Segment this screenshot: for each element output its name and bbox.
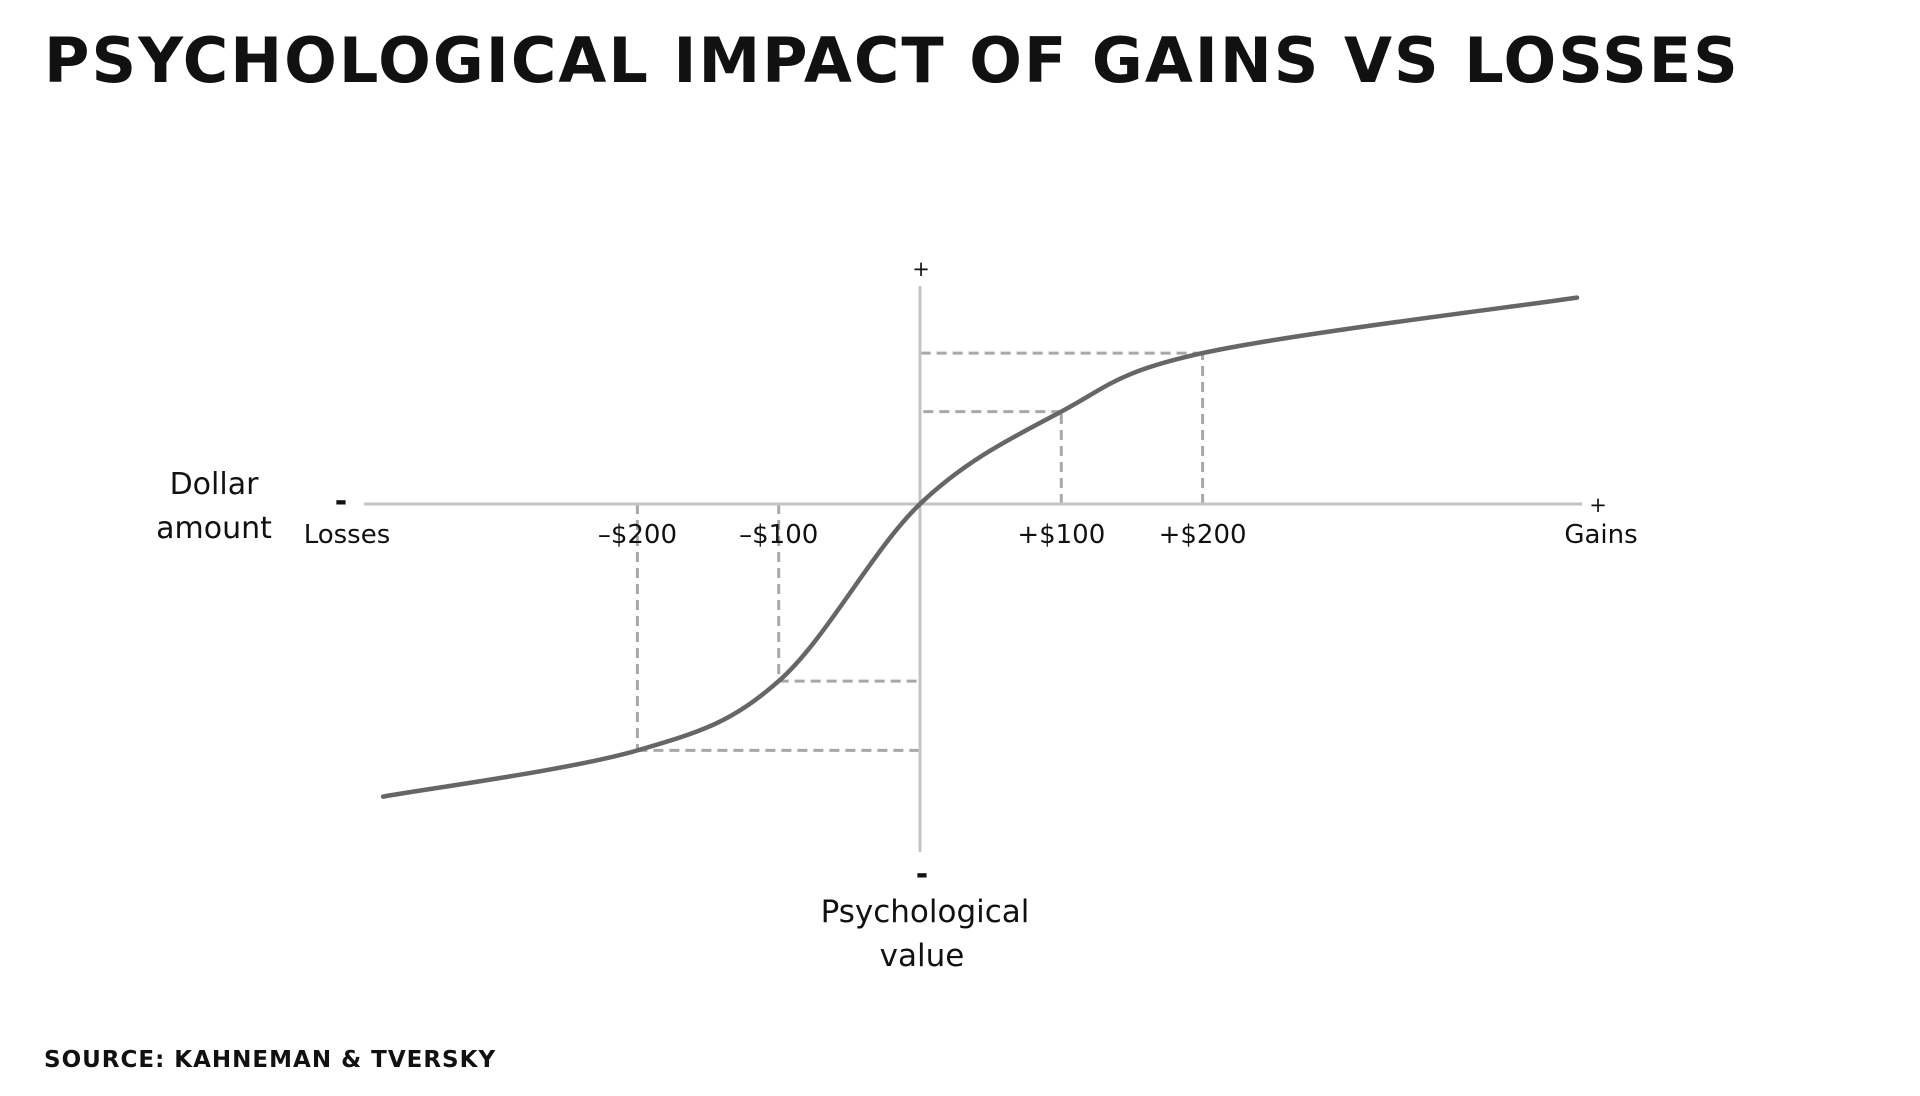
x-tick-label-2: +$100 [1017, 520, 1105, 550]
x-tick-label-3: +$200 [1159, 520, 1247, 550]
x-axis-positive-symbol: + [1589, 493, 1607, 517]
x-axis-title: Dollar amount [156, 467, 272, 546]
y-axis-title-line-2: value [880, 938, 965, 974]
y-axis-title-line-1: Psychological [821, 894, 1030, 930]
source-note: SOURCE: KAHNEMAN & TVERSKY [44, 1047, 497, 1073]
x-axis-losses-label: Losses [304, 520, 391, 550]
x-tick-labels: –$200 –$100 +$100 +$200 [598, 520, 1247, 550]
value-curve [380, 295, 1580, 799]
x-axis-negative-symbol: - [335, 484, 347, 519]
x-tick-label-0: –$200 [598, 520, 677, 550]
x-axis-gains-label: Gains [1564, 520, 1637, 550]
chart-title: PSYCHOLOGICAL IMPACT OF GAINS VS LOSSES [44, 24, 1740, 97]
y-axis-positive-symbol: + [912, 257, 930, 281]
x-tick-label-1: –$100 [739, 520, 818, 550]
guide-lines [635, 351, 1205, 752]
y-axis-negative-symbol: - [916, 857, 928, 892]
